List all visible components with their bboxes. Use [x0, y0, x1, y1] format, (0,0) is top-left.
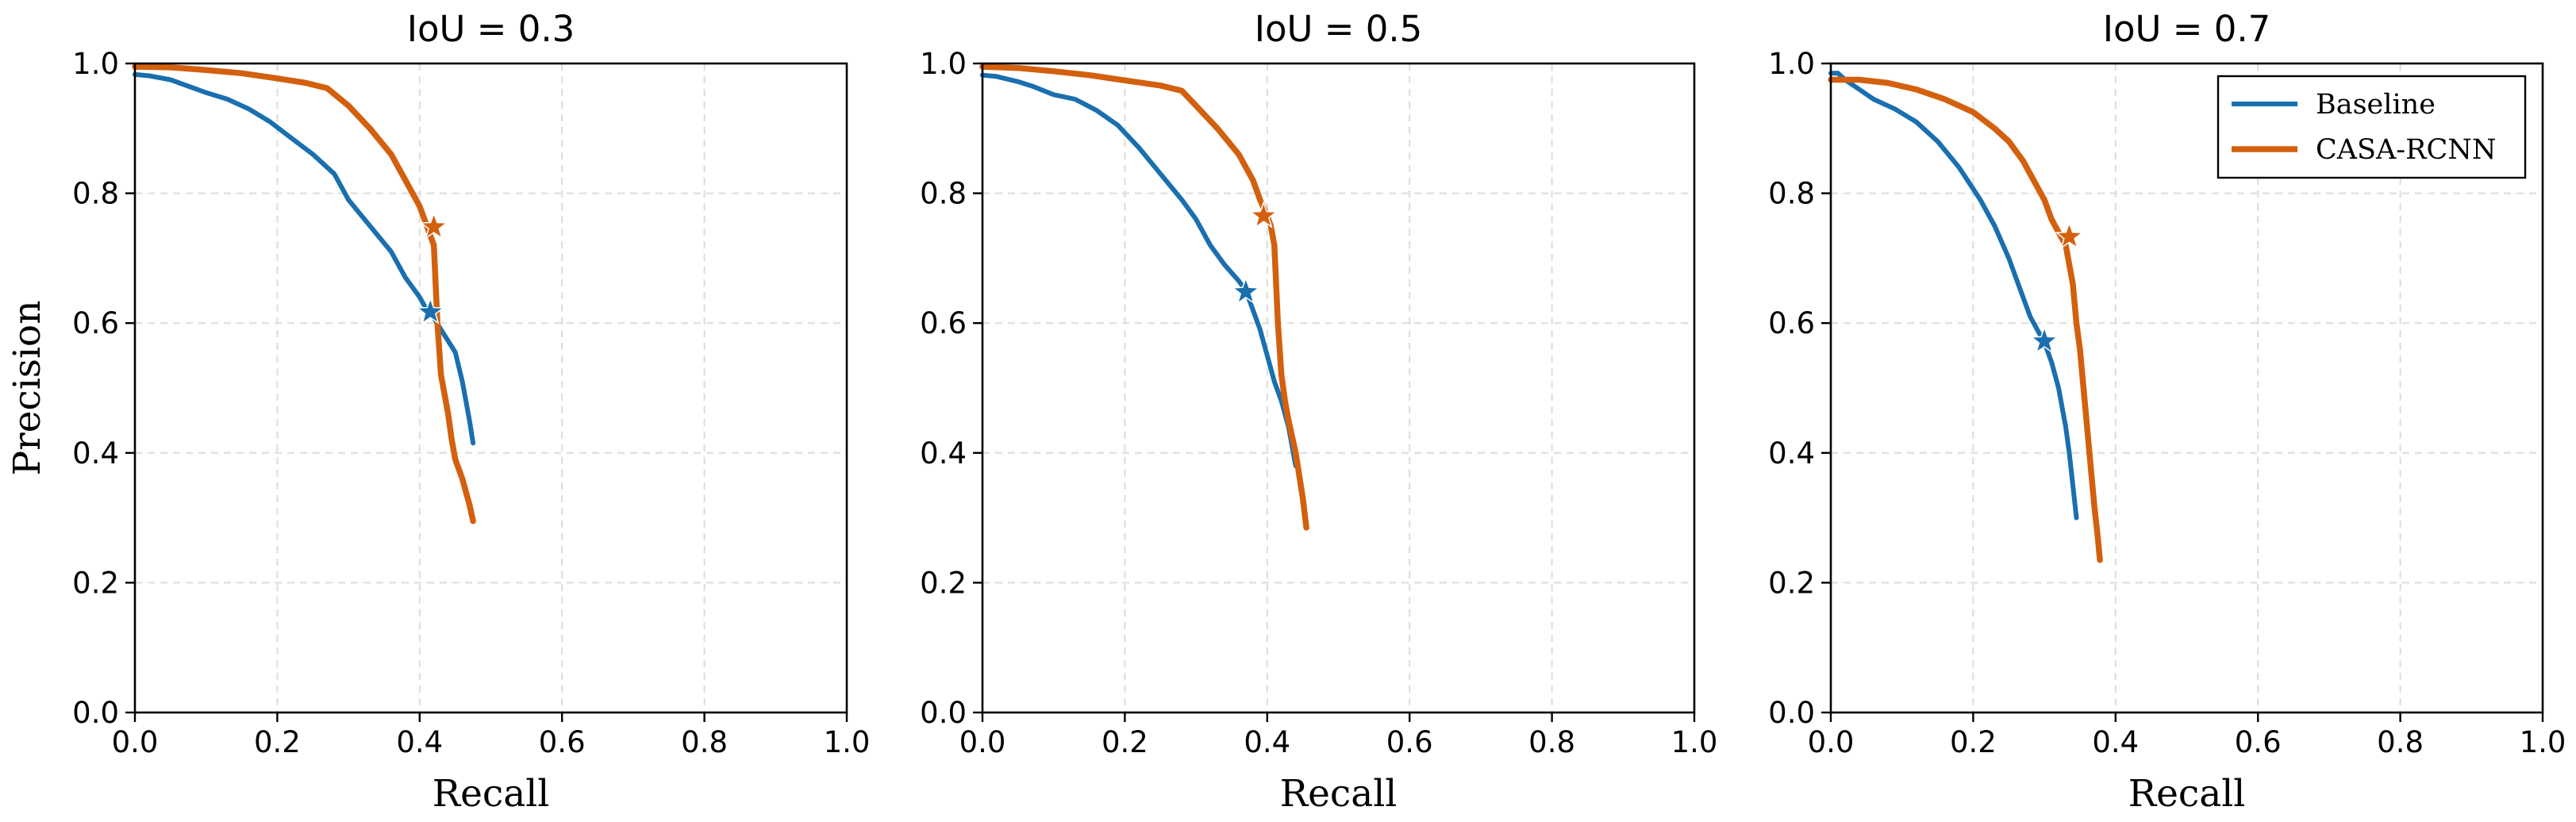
star-marker-baseline	[2029, 325, 2059, 354]
x-tick-label: 0.0	[1808, 725, 1855, 759]
x-tick-label: 1.0	[1671, 725, 1718, 759]
plot-frame	[133, 62, 848, 714]
pr-panel-1: 0.0 0.2 0.4 0.6 0.8 1.0 0.0 0.2 0.4 0.6 0.8 1.0 IoU …	[6, 8, 870, 816]
y-tick-label: 1.0	[920, 47, 967, 81]
y-tick-label: 0.0	[920, 696, 967, 730]
series-line-casa-rcnn	[1828, 76, 2103, 563]
star-marker-casa-rcnn	[1248, 200, 1278, 229]
legend-box	[2217, 75, 2527, 179]
x-tick-label: 0.8	[681, 725, 728, 759]
x-tick-label: 0.8	[1528, 725, 1575, 759]
y-tick-label: 0.2	[920, 566, 967, 600]
x-tick-label: 0.0	[112, 725, 159, 759]
x-axis-label: Recall	[433, 772, 550, 816]
legend-label-casa-rcnn: CASA-RCNN	[2316, 134, 2497, 166]
x-tick-label: 0.2	[1102, 725, 1148, 759]
x-tick-label: 0.6	[2235, 725, 2282, 759]
x-tick-label: 0.8	[2377, 725, 2424, 759]
y-tick-label: 0.4	[920, 436, 967, 471]
star-marker-casa-rcnn	[419, 211, 448, 240]
y-tick-label: 0.2	[1768, 566, 1815, 600]
panel-title: IoU = 0.7	[2103, 8, 2271, 50]
x-axis-label: Recall	[1280, 772, 1398, 816]
pr-panel-2: 0.0 0.2 0.4 0.6 0.8 1.0 0.0 0.2 0.4 0.6 0.8 1.0 IoU …	[920, 8, 1717, 816]
x-tick-label: 0.0	[959, 725, 1006, 759]
x-tick-label: 0.2	[1950, 725, 1997, 759]
series-line-casa-rcnn	[132, 63, 476, 524]
panel-title: IoU = 0.3	[407, 8, 575, 50]
y-tick-label: 0.0	[72, 696, 119, 730]
star-marker-baseline	[416, 297, 445, 325]
y-tick-label: 1.0	[1768, 47, 1815, 81]
x-tick-label: 0.2	[254, 725, 301, 759]
y-tick-label: 0.4	[1768, 436, 1815, 471]
y-tick-label: 0.6	[72, 306, 119, 340]
y-tick-label: 0.8	[920, 177, 967, 211]
series-line-baseline	[980, 72, 1298, 469]
x-tick-label: 0.6	[539, 725, 586, 759]
y-axis-label: Precision	[6, 301, 49, 476]
pr-panel-3: 0.0 0.2 0.4 0.6 0.8 1.0 0.0 0.2 0.4 0.6 0.8 1.0 IoU …	[1768, 8, 2566, 816]
y-tick-label: 0.6	[1768, 306, 1815, 340]
plot-frame	[1829, 62, 2544, 714]
star-marker-casa-rcnn	[2055, 221, 2084, 249]
y-tick-label: 0.4	[72, 436, 119, 471]
panel-title: IoU = 0.5	[1255, 8, 1423, 50]
y-tick-label: 1.0	[72, 47, 119, 81]
star-marker-baseline	[1231, 276, 1261, 305]
x-tick-label: 0.4	[396, 725, 443, 759]
legend-label-baseline: Baseline	[2316, 89, 2436, 121]
series-line-baseline	[133, 71, 476, 446]
x-tick-label: 0.4	[2092, 725, 2139, 759]
x-tick-label: 0.6	[1386, 725, 1433, 759]
y-tick-label: 0.2	[72, 566, 119, 600]
x-tick-label: 0.4	[1244, 725, 1290, 759]
x-tick-label: 1.0	[824, 725, 871, 759]
x-axis-label: Recall	[2128, 772, 2246, 816]
x-tick-label: 1.0	[2520, 725, 2566, 759]
legend: Baseline CASA-RCNN	[2217, 75, 2527, 179]
y-tick-label: 0.8	[1768, 177, 1815, 211]
y-tick-label: 0.8	[72, 177, 119, 211]
plot-frame	[981, 62, 1696, 714]
series-line-baseline	[1828, 71, 2079, 520]
y-tick-label: 0.6	[920, 306, 967, 340]
series-line-casa-rcnn	[979, 63, 1309, 531]
y-tick-label: 0.0	[1768, 696, 1815, 730]
